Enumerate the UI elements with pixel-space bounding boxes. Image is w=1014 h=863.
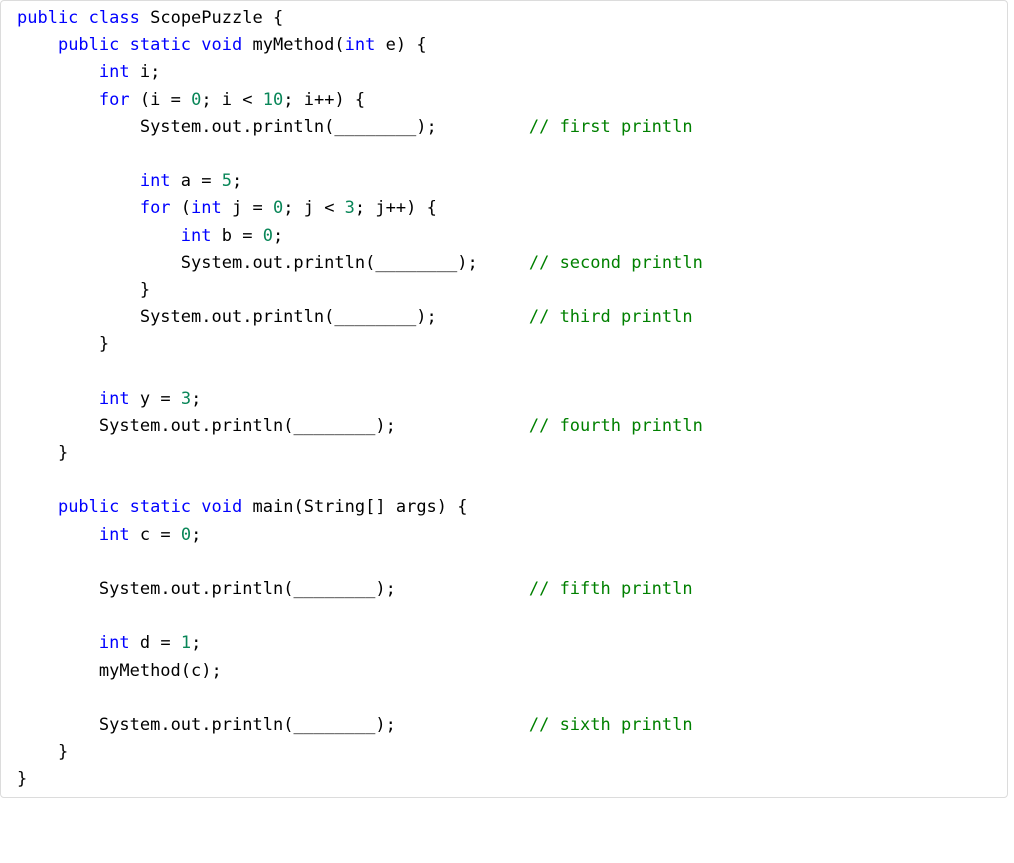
comment-sixth: // sixth println <box>529 715 693 735</box>
fn-main: main <box>253 497 294 517</box>
comment-first: // first println <box>529 117 693 137</box>
kw-static: static <box>130 35 191 55</box>
type-int: int <box>345 35 376 55</box>
blank-third: ________ <box>334 307 416 327</box>
fn-myMethod: myMethod <box>253 35 335 55</box>
code: public class ScopePuzzle { public static… <box>3 5 1005 793</box>
blank-fifth: ________ <box>293 579 375 599</box>
comment-fourth: // fourth println <box>529 416 703 436</box>
code-block: public class ScopePuzzle { public static… <box>0 0 1008 798</box>
kw-class: class <box>89 8 140 28</box>
comment-second: // second println <box>529 253 703 273</box>
blank-first: ________ <box>334 117 416 137</box>
param-e: e <box>386 35 396 55</box>
type-int: int <box>99 62 130 82</box>
kw-for: for <box>99 90 130 110</box>
kw-void: void <box>201 35 242 55</box>
blank-second: ________ <box>375 253 457 273</box>
blank-sixth: ________ <box>293 715 375 735</box>
kw-public: public <box>17 8 78 28</box>
class-name: ScopePuzzle <box>150 8 263 28</box>
comment-fifth: // fifth println <box>529 579 693 599</box>
comment-third: // third println <box>529 307 693 327</box>
var-i: i <box>140 62 150 82</box>
kw-public: public <box>58 35 119 55</box>
blank-fourth: ________ <box>293 416 375 436</box>
